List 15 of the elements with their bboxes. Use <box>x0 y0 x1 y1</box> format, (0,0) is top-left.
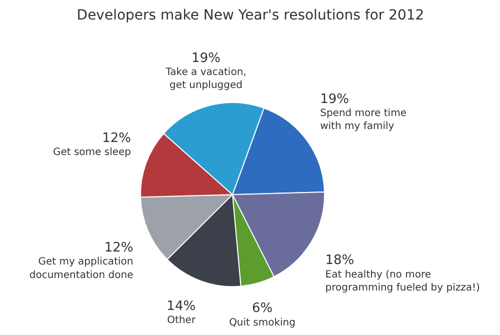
data-label: 6% <box>252 301 273 316</box>
slice-label: Spend more time with my family <box>320 108 406 132</box>
data-label: 12% <box>104 240 134 256</box>
slice-label: Get some sleep <box>52 147 132 158</box>
slice-label: Quit smoking <box>229 317 296 328</box>
data-label: 19% <box>320 92 349 107</box>
data-label: 14% <box>166 298 196 314</box>
data-label: 12% <box>102 130 132 146</box>
slice-label: Eat healthy (no more programming fueled by pizza!) <box>325 269 480 294</box>
data-label: 18% <box>325 253 354 268</box>
slice-label: Get my application documentation done <box>29 256 134 281</box>
slice-label: Take a vacation, get unplugged <box>164 66 246 92</box>
chart-title: Developers make New Year's resolutions for 2012 <box>76 8 424 24</box>
data-label: 19% <box>192 50 220 66</box>
slice-label: Other <box>167 314 196 326</box>
